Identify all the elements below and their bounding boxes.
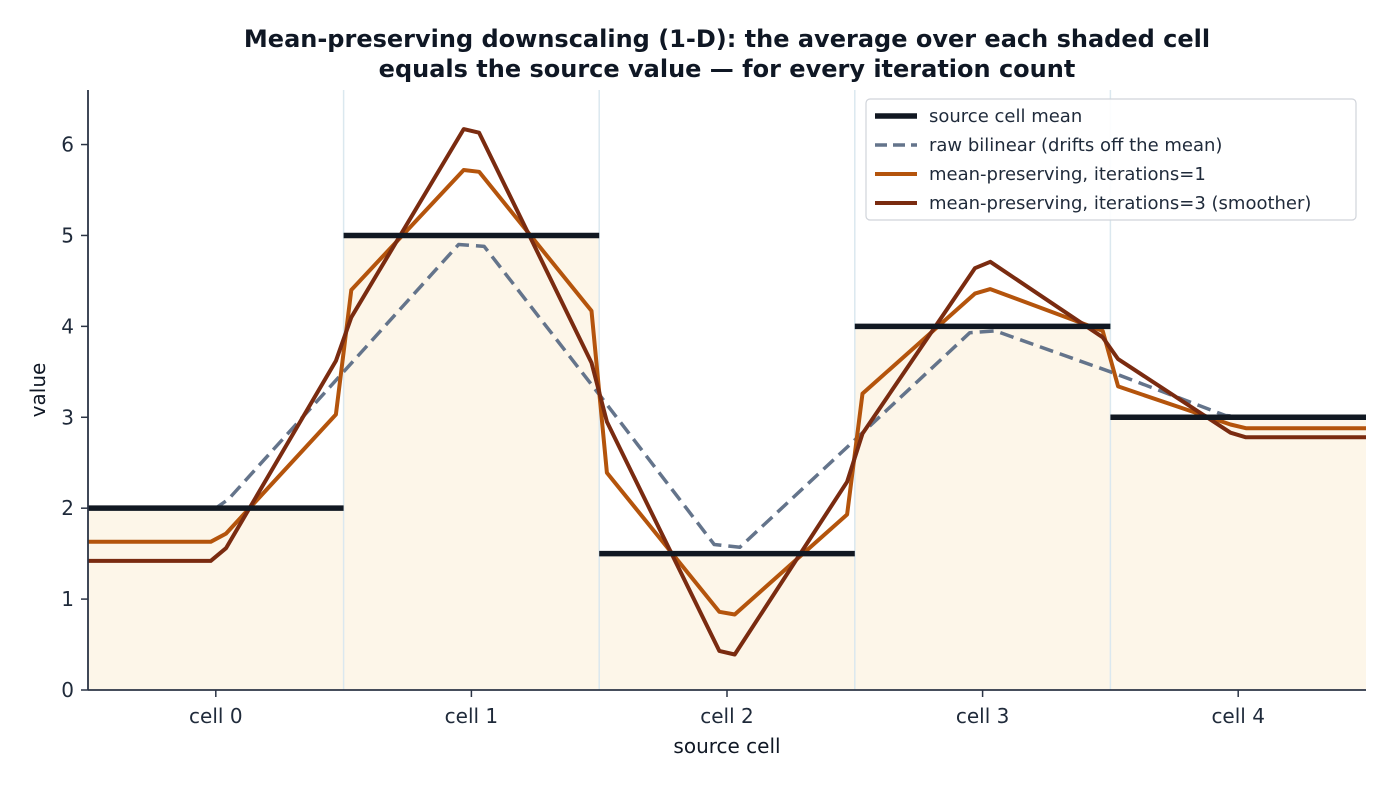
y-tick-label-2: 2 [61,496,74,520]
series-line-1 [88,168,1366,617]
legend-label-2: mean-preserving, iterations=1 [929,164,1206,185]
x-tick-label-3: cell 3 [956,704,1010,728]
x-tick-label-1: cell 1 [445,704,499,728]
x-tick-label-2: cell 2 [700,704,754,728]
y-tick-label-1: 1 [61,587,74,611]
legend: source cell mean raw bilinear (drifts off… [865,98,1357,221]
y-tick-label-5: 5 [61,223,74,247]
chart-title-line-1: Mean-preserving downscaling (1-D): the a… [244,25,1210,53]
cell-shade-3 [854,326,1111,690]
chart-title-line-2: equals the source value — for every iter… [379,55,1076,83]
y-tick-label-4: 4 [61,314,74,338]
legend-box [865,98,1357,221]
y-axis-label: value [26,363,50,418]
legend-label-0: source cell mean [929,106,1082,127]
cell-shade-1 [343,235,600,691]
cell-shade-2 [599,553,855,690]
y-tick-label-3: 3 [61,405,74,429]
x-tick-label-0: cell 0 [189,704,243,728]
y-tick-label-0: 0 [61,678,74,702]
y-tick-label-6: 6 [61,133,74,157]
plot-area: 0 1 2 3 4 5 6 cell 0 cell 1 cell 2 cell 3 cell 4 [61,90,1366,728]
cell-shade-4 [1110,417,1366,690]
x-tick-label-4: cell 4 [1211,704,1265,728]
x-axis-label: source cell [673,734,780,758]
legend-label-1: raw bilinear (drifts off the mean) [929,135,1222,156]
legend-label-3: mean-preserving, iterations=3 (smoother) [929,193,1311,214]
cell-shade-0 [88,508,344,690]
series-line-2 [88,127,1366,657]
